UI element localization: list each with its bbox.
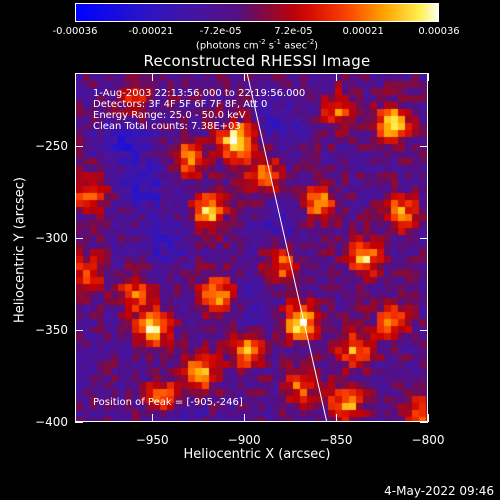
colorbar-tick-label: -0.00021 xyxy=(128,26,174,37)
x-tick-mark xyxy=(152,414,154,422)
y-tick-mark xyxy=(420,330,428,332)
colorbar-tick-label: -0.00036 xyxy=(52,26,98,37)
y-tick-mark xyxy=(420,238,428,240)
y-tick-mark xyxy=(75,146,83,148)
info-total-counts: Clean Total counts: 7.38E+03 xyxy=(93,121,241,132)
y-tick-mark xyxy=(420,422,428,423)
colorbar-tick-label: 0.00036 xyxy=(418,26,460,37)
chart-title: Reconstructed RHESSI Image xyxy=(143,52,371,70)
y-tick-label: −300 xyxy=(35,231,68,246)
solar-limb-line xyxy=(246,74,328,421)
colorbar-units: (photons cm-2 s-1 asec-2) xyxy=(195,38,319,52)
x-tick-label: −850 xyxy=(319,433,353,447)
colorbar-tick-label: 0.00021 xyxy=(342,26,384,37)
x-tick-label: −800 xyxy=(411,433,445,447)
colorbar-tick-label: 7.2e-05 xyxy=(274,26,313,37)
colorbar-tick-label: -7.2e-05 xyxy=(199,26,242,37)
info-time-range: 1-Aug-2003 22:13:56.000 to 22:19:56.000 xyxy=(93,88,306,99)
info-energy-range: Energy Range: 25.0 - 50.0 keV xyxy=(93,110,246,121)
x-tick-mark xyxy=(244,414,246,422)
x-tick-mark xyxy=(244,73,246,81)
heatmap-image xyxy=(76,74,427,421)
x-axis-label: Heliocentric X (arcsec) xyxy=(183,447,331,462)
y-tick-mark xyxy=(75,422,83,423)
x-tick-mark xyxy=(428,414,429,422)
y-tick-mark xyxy=(420,146,428,148)
colorbar xyxy=(75,3,439,22)
y-tick-mark xyxy=(75,330,83,332)
x-tick-mark xyxy=(336,73,338,81)
x-tick-mark xyxy=(152,73,154,81)
x-tick-mark xyxy=(336,414,338,422)
info-peak-position: Position of Peak = [-905,-246] xyxy=(93,397,243,408)
x-tick-mark xyxy=(428,73,429,81)
y-tick-label: −350 xyxy=(35,323,68,338)
y-tick-mark xyxy=(75,238,83,240)
x-tick-label: −900 xyxy=(227,433,261,447)
limb-line-svg xyxy=(246,74,328,421)
y-axis-label: Heliocentric Y (arcsec) xyxy=(12,177,28,323)
info-detectors: Detectors: 3F 4F 5F 6F 7F 8F, Att 0 xyxy=(93,99,268,110)
plot-area xyxy=(75,73,428,422)
timestamp: 4-May-2022 09:46 xyxy=(384,484,494,498)
y-tick-label: −400 xyxy=(35,415,68,429)
x-tick-label: −950 xyxy=(135,433,169,447)
y-tick-label: −250 xyxy=(35,139,68,154)
